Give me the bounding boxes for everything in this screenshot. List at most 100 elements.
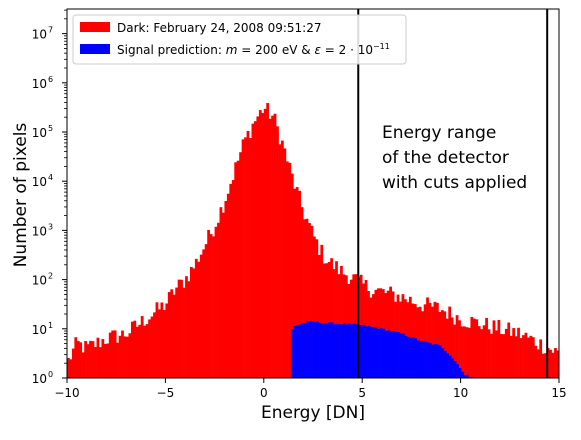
y-tick-exponent: 7 <box>48 26 53 35</box>
histogram-bar-dark <box>327 261 331 378</box>
histogram-bar-signal <box>320 323 324 378</box>
histogram-bar-signal <box>293 326 297 378</box>
histogram-bar-dark <box>295 187 299 378</box>
histogram-bar-dark <box>423 304 427 378</box>
histogram-bar-signal <box>456 364 459 378</box>
x-axis-label: Energy [DN] <box>261 403 365 423</box>
histogram-bar-dark <box>455 315 459 378</box>
legend-swatch-dark <box>80 22 110 32</box>
histogram-bar-dark <box>529 335 533 378</box>
histogram-bar-dark <box>290 173 294 378</box>
histogram-bar-dark <box>231 180 235 378</box>
histogram-bar-signal <box>466 374 469 378</box>
histogram-bar-dark <box>74 337 78 378</box>
histogram-bar-dark <box>192 268 196 378</box>
histogram-bar-signal <box>352 323 356 378</box>
histogram-bar-dark <box>273 113 277 378</box>
y-tick-exponent: 4 <box>48 173 53 182</box>
y-tick-label: 10 <box>32 372 47 386</box>
histogram-bar-dark <box>239 152 242 378</box>
histogram-bar-dark <box>229 183 233 378</box>
y-tick-exponent: 2 <box>48 272 53 281</box>
histogram-bar-dark <box>224 200 228 378</box>
histogram-bar-dark <box>544 353 547 378</box>
histogram-bar-signal <box>308 321 312 378</box>
histogram-bar-dark <box>162 309 166 378</box>
histogram-bar-dark <box>310 225 314 378</box>
histogram-bar-dark <box>246 130 250 378</box>
legend: Dark: February 24, 2008 09:51:27 Signal … <box>72 14 407 65</box>
histogram-bar-dark <box>325 263 329 378</box>
annotation-line-3: with cuts applied <box>382 173 527 193</box>
histogram-bar-dark <box>133 320 137 378</box>
histogram-bar-dark <box>443 311 447 378</box>
histogram-bar-dark <box>123 336 127 378</box>
histogram-bar-dark <box>514 336 518 378</box>
histogram-bar-signal <box>367 325 371 378</box>
histogram-bar-signal <box>311 321 314 378</box>
histogram-bar-dark <box>84 341 87 378</box>
histogram-bar-signal <box>370 326 373 378</box>
x-tick-label: −10 <box>54 386 79 400</box>
histogram-bar-dark <box>497 319 501 378</box>
histogram-bar-dark <box>522 335 525 378</box>
histogram-bar-dark <box>458 320 461 378</box>
histogram-bar-signal <box>318 322 322 378</box>
histogram-bar-signal <box>343 323 346 378</box>
histogram-bar-dark <box>482 325 486 378</box>
histogram-bar-dark <box>470 316 474 378</box>
histogram-bar-dark <box>79 342 83 378</box>
histogram-bar-signal <box>394 331 398 378</box>
histogram-bar-dark <box>138 324 142 378</box>
histogram-bar-dark <box>140 316 144 378</box>
histogram-bar-signal <box>414 338 418 378</box>
histogram-bar-signal <box>360 324 363 378</box>
histogram-bar-signal <box>333 324 336 378</box>
histogram-bar-dark <box>187 281 191 378</box>
histogram-bar-signal <box>419 341 423 378</box>
x-tick-label: 0 <box>260 386 268 400</box>
histogram-bar-signal <box>298 324 302 378</box>
histogram-bar-dark <box>167 292 171 378</box>
histogram-bar-signal <box>330 322 334 378</box>
legend-swatch-signal <box>80 44 110 54</box>
histogram-bar-dark <box>433 301 437 378</box>
histogram-bar-dark <box>502 334 506 378</box>
histogram-bar-signal <box>438 345 442 378</box>
histogram-bar-signal <box>387 330 391 378</box>
plot-frame <box>66 8 560 379</box>
histogram-bar-signal <box>301 322 304 378</box>
y-axis-label: Number of pixels <box>11 123 31 268</box>
x-tick-label: 10 <box>453 386 468 400</box>
histogram-bar-signal <box>399 333 403 378</box>
histogram-bar-dark <box>278 144 282 378</box>
histogram-bar-dark <box>219 207 223 378</box>
histogram-bar-dark <box>126 336 129 378</box>
y-tick-exponent: 3 <box>48 222 53 231</box>
histogram-bar-dark <box>534 345 538 378</box>
histogram-bar-dark <box>96 337 100 378</box>
histogram-bar-dark <box>298 190 301 378</box>
histogram-bar-dark <box>440 310 444 378</box>
histogram-bar-signal <box>384 330 388 378</box>
histogram-bar-signal <box>404 335 408 378</box>
histogram-bar-signal <box>421 340 425 378</box>
histogram-bar-dark <box>499 333 503 378</box>
histogram-bar-dark <box>153 312 156 378</box>
histogram-bar-dark <box>549 349 552 378</box>
histogram-bar-dark <box>177 279 181 378</box>
histogram-bar-dark <box>236 160 240 378</box>
histogram-bar-dark <box>472 318 476 378</box>
histogram-bar-dark <box>426 297 429 378</box>
histogram-bar-dark <box>209 234 213 378</box>
histogram-bar-dark <box>283 148 287 378</box>
histogram-bar-dark <box>317 254 321 378</box>
histogram-bar-signal <box>350 324 354 378</box>
histogram-bar-signal <box>325 323 329 378</box>
histogram-bar-dark <box>106 343 110 378</box>
detector-range-lines <box>357 9 549 378</box>
histogram-bar-signal <box>392 331 395 378</box>
histogram-bar-signal <box>448 355 452 378</box>
histogram-bar-signal <box>389 331 393 378</box>
